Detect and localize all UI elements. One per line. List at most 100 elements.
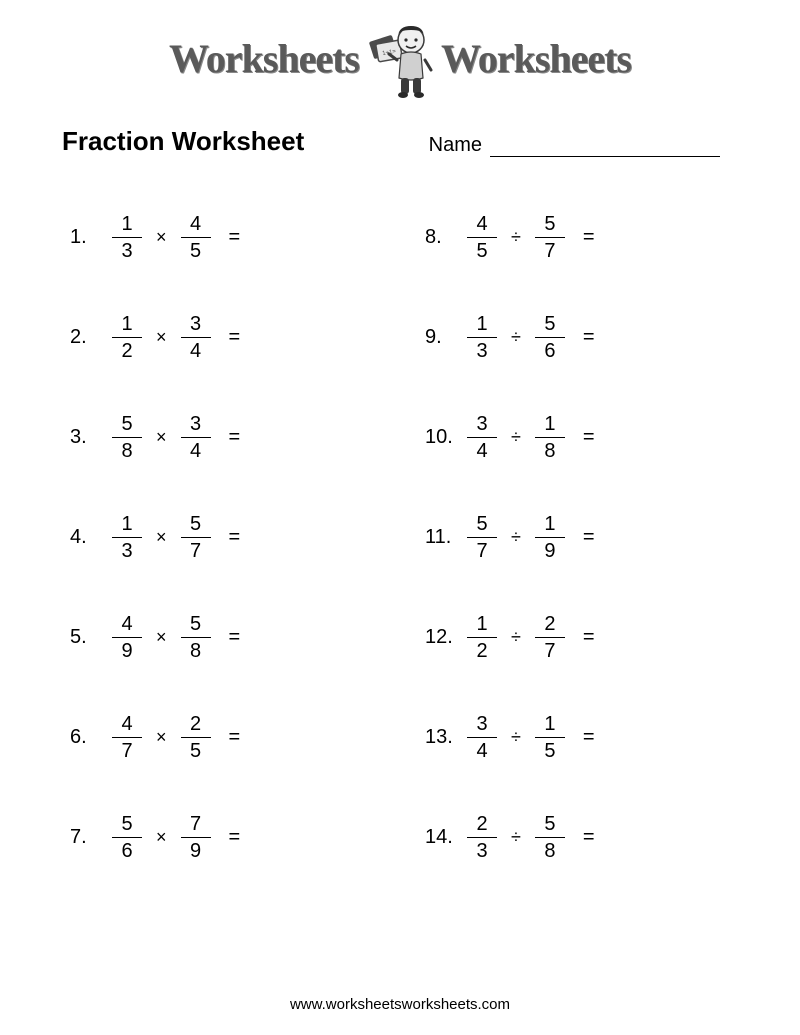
problem-number: 12. (425, 626, 467, 649)
logo-word-left: Worksheets (169, 35, 359, 82)
worksheet-title: Fraction Worksheet (62, 126, 304, 157)
fraction: 56 (112, 813, 142, 862)
problem-number: 9. (425, 326, 467, 349)
operator: × (156, 827, 167, 848)
fraction-numerator: 1 (117, 513, 136, 537)
fraction-denominator: 3 (472, 338, 491, 362)
fraction-denominator: 7 (472, 538, 491, 562)
equals-sign: = (583, 326, 595, 349)
operator: ÷ (511, 227, 521, 248)
problem-row: 5.49×58= (70, 587, 385, 687)
fraction-numerator: 5 (540, 813, 559, 837)
problems-column-right: 8.45÷57=9.13÷56=10.34÷18=11.57÷19=12.12÷… (425, 187, 740, 887)
equals-sign: = (583, 426, 595, 449)
fraction-denominator: 4 (186, 438, 205, 462)
fraction: 79 (181, 813, 211, 862)
fraction-denominator: 3 (117, 538, 136, 562)
name-blank-line[interactable] (490, 135, 720, 157)
operator: × (156, 227, 167, 248)
fraction-numerator: 5 (540, 213, 559, 237)
fraction-numerator: 2 (186, 713, 205, 737)
fraction-denominator: 4 (472, 438, 491, 462)
problem-row: 4.13×57= (70, 487, 385, 587)
fraction-numerator: 3 (186, 313, 205, 337)
problem-number: 2. (70, 326, 112, 349)
equals-sign: = (229, 826, 241, 849)
problem-number: 3. (70, 426, 112, 449)
fraction: 12 (112, 313, 142, 362)
fraction-numerator: 5 (540, 313, 559, 337)
worksheet-header: Fraction Worksheet Name (0, 98, 800, 167)
problem-number: 4. (70, 526, 112, 549)
logo: Worksheets 1+1= Worksheets (169, 18, 631, 98)
fraction-denominator: 6 (540, 338, 559, 362)
problem-row: 9.13÷56= (425, 287, 740, 387)
fraction: 13 (112, 513, 142, 562)
fraction-denominator: 5 (186, 238, 205, 262)
fraction-denominator: 6 (117, 838, 136, 862)
operator: × (156, 727, 167, 748)
problem-number: 7. (70, 826, 112, 849)
problems-grid: 1.13×45=2.12×34=3.58×34=4.13×57=5.49×58=… (0, 167, 800, 887)
footer-url: www.worksheetsworksheets.com (0, 996, 800, 1013)
fraction: 13 (112, 213, 142, 262)
fraction-denominator: 5 (540, 738, 559, 762)
problem-row: 10.34÷18= (425, 387, 740, 487)
fraction-denominator: 9 (186, 838, 205, 862)
problem-row: 11.57÷19= (425, 487, 740, 587)
fraction: 58 (535, 813, 565, 862)
kid-icon: 1+1= (365, 18, 435, 98)
fraction-numerator: 1 (540, 413, 559, 437)
equals-sign: = (229, 426, 241, 449)
operator: ÷ (511, 627, 521, 648)
problem-row: 1.13 × 45 = (70, 187, 385, 287)
problem-row: 2.12 × 34 = (70, 287, 385, 387)
equals-sign: = (583, 226, 595, 249)
fraction-numerator: 5 (117, 413, 136, 437)
problem-number: 14. (425, 826, 467, 849)
problem-number: 1. (70, 226, 112, 249)
problems-column-left: 1.13×45=2.12×34=3.58×34=4.13×57=5.49×58=… (70, 187, 385, 887)
equals-sign: = (229, 526, 241, 549)
equals-sign: = (229, 226, 241, 249)
fraction: 34 (181, 313, 211, 362)
fraction: 57 (535, 213, 565, 262)
fraction: 45 (181, 213, 211, 262)
fraction-numerator: 1 (472, 613, 491, 637)
operator: × (156, 427, 167, 448)
fraction: 56 (535, 313, 565, 362)
operator: × (156, 327, 167, 348)
name-label: Name (429, 134, 482, 157)
fraction: 13 (467, 313, 497, 362)
operator: ÷ (511, 527, 521, 548)
fraction-numerator: 5 (186, 613, 205, 637)
equals-sign: = (583, 726, 595, 749)
fraction: 12 (467, 613, 497, 662)
fraction-denominator: 4 (186, 338, 205, 362)
fraction-numerator: 1 (540, 513, 559, 537)
operator: × (156, 527, 167, 548)
equals-sign: = (229, 326, 241, 349)
fraction-denominator: 7 (540, 638, 559, 662)
fraction-numerator: 4 (117, 613, 136, 637)
fraction: 19 (535, 513, 565, 562)
fraction: 25 (181, 713, 211, 762)
operator: ÷ (511, 827, 521, 848)
operator: ÷ (511, 427, 521, 448)
fraction-denominator: 2 (117, 338, 136, 362)
problem-number: 10. (425, 426, 467, 449)
fraction-denominator: 8 (117, 438, 136, 462)
fraction-denominator: 5 (186, 738, 205, 762)
equals-sign: = (583, 526, 595, 549)
fraction-denominator: 9 (540, 538, 559, 562)
fraction: 23 (467, 813, 497, 862)
problem-row: 6.47×25= (70, 687, 385, 787)
fraction-denominator: 3 (117, 238, 136, 262)
logo-header: Worksheets 1+1= Worksheets (0, 0, 800, 98)
fraction-denominator: 8 (186, 638, 205, 662)
problem-row: 14.23÷58= (425, 787, 740, 887)
problem-row: 8.45÷57= (425, 187, 740, 287)
operator: ÷ (511, 727, 521, 748)
problem-row: 13.34÷15= (425, 687, 740, 787)
operator: × (156, 627, 167, 648)
